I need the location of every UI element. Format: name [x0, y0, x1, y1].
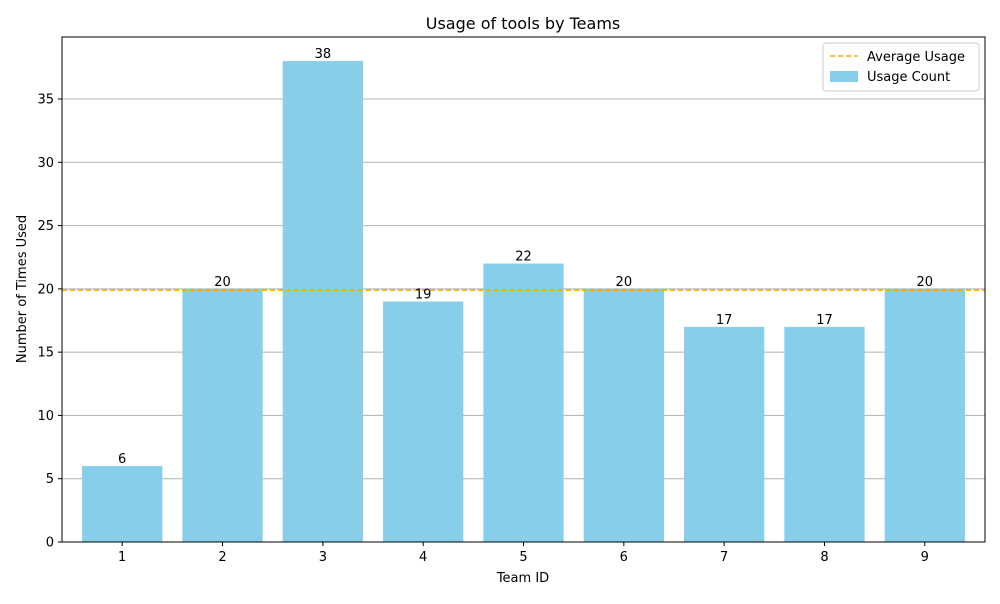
bar-value-label: 38 [315, 47, 332, 62]
bar [182, 288, 263, 542]
bar-value-label: 22 [515, 250, 532, 265]
y-tick-label: 5 [46, 472, 54, 487]
y-axis-ticks: 0 5 10 15 20 25 30 35 [37, 93, 62, 551]
x-tick-label: 8 [820, 550, 828, 565]
y-axis-title: Number of Times Used [15, 215, 30, 363]
data-labels: 6 20 38 19 22 20 17 17 20 [118, 47, 933, 467]
bar-value-label: 20 [917, 275, 934, 290]
y-tick-label: 20 [37, 282, 54, 297]
x-tick-label: 7 [720, 550, 728, 565]
bar-value-label: 17 [816, 313, 833, 328]
x-tick-label: 4 [419, 550, 427, 565]
y-tick-label: 35 [37, 93, 54, 108]
chart-title: Usage of tools by Teams [426, 14, 621, 33]
legend-usage-swatch [830, 71, 858, 82]
x-tick-label: 3 [319, 550, 327, 565]
x-axis-title: Team ID [496, 571, 549, 586]
legend-usage-label: Usage Count [867, 70, 950, 85]
bar [82, 466, 163, 542]
x-tick-label: 1 [118, 550, 126, 565]
bar [383, 301, 464, 542]
legend: Average Usage Usage Count [822, 42, 980, 92]
bar-value-label: 20 [616, 275, 633, 290]
bar [684, 326, 765, 542]
y-tick-label: 10 [37, 409, 54, 424]
bar [483, 263, 564, 542]
y-tick-label: 30 [37, 156, 54, 171]
x-tick-label: 9 [921, 550, 929, 565]
y-tick-label: 25 [37, 219, 54, 234]
legend-frame [822, 42, 980, 92]
bar [884, 288, 965, 542]
bar [282, 61, 363, 543]
x-axis-ticks: 1 2 3 4 5 6 7 8 9 [118, 542, 929, 565]
bars [82, 61, 965, 543]
bar-value-label: 19 [415, 288, 432, 303]
bar-value-label: 20 [214, 275, 231, 290]
y-tick-label: 15 [37, 346, 54, 361]
bar [784, 326, 865, 542]
x-tick-label: 5 [519, 550, 527, 565]
legend-average-label: Average Usage [867, 50, 965, 65]
x-tick-label: 2 [218, 550, 226, 565]
x-tick-label: 6 [620, 550, 628, 565]
bar-value-label: 17 [716, 313, 733, 328]
bar-value-label: 6 [118, 452, 126, 467]
y-tick-label: 0 [46, 536, 54, 551]
bar [583, 288, 664, 542]
